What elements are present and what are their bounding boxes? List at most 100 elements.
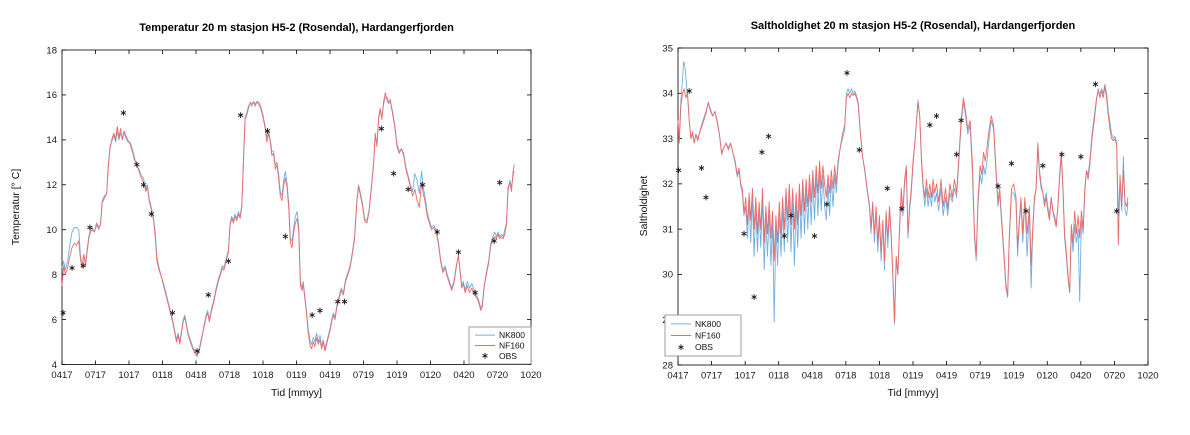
obs-markers bbox=[675, 70, 1120, 300]
y-tick-label: 6 bbox=[52, 315, 57, 326]
obs-marker bbox=[844, 70, 850, 76]
legend-label-OBS: OBS bbox=[695, 342, 713, 352]
obs-marker bbox=[1092, 81, 1099, 88]
obs-marker bbox=[491, 238, 497, 244]
y-tick-label: 16 bbox=[46, 90, 57, 101]
salinity-plot-area: 0417 0717 1017 0118 0418 0718 1018 0119 0419 0719… bbox=[662, 43, 1158, 381]
x-tick-label: 1018 bbox=[869, 371, 890, 382]
obs-marker bbox=[1078, 153, 1084, 160]
x-tick-label: 0718 bbox=[835, 371, 856, 382]
obs-marker bbox=[1008, 160, 1015, 167]
x-tick-label: 0418 bbox=[802, 371, 823, 382]
y-axis: 4 6 8 10 12 14 16 18 bbox=[46, 45, 531, 371]
obs-marker bbox=[335, 298, 341, 305]
legend-label-NK800: NK800 bbox=[499, 330, 525, 340]
chart-title: Temperatur 20 m stasjon H5-2 (Rosendal),… bbox=[139, 22, 454, 34]
y-tick-label: 10 bbox=[46, 225, 57, 236]
x-tick-label: 0417 bbox=[51, 370, 72, 381]
obs-marker bbox=[169, 309, 176, 316]
obs-marker bbox=[765, 133, 772, 140]
obs-marker bbox=[675, 167, 682, 174]
legend-label-NF160: NF160 bbox=[499, 341, 525, 351]
obs-marker bbox=[927, 122, 933, 128]
legend-label-OBS: OBS bbox=[499, 351, 517, 361]
series-NK800 bbox=[61, 96, 515, 358]
obs-marker bbox=[194, 348, 200, 354]
obs-marker bbox=[455, 249, 462, 256]
obs-marker bbox=[811, 233, 818, 239]
obs-marker bbox=[703, 194, 709, 201]
obs-marker bbox=[698, 165, 705, 171]
y-tick-label: 30 bbox=[662, 270, 673, 281]
temperature-chart: 0417 0717 1017 0118 0418 0718 1018 0119 0419 0719… bbox=[10, 22, 542, 399]
x-tick-label: 0720 bbox=[487, 370, 508, 381]
obs-marker bbox=[69, 265, 75, 271]
obs-marker bbox=[434, 229, 440, 235]
obs-marker bbox=[741, 230, 747, 237]
series-NK800 bbox=[677, 61, 1129, 325]
obs-marker bbox=[899, 205, 905, 212]
obs-marker bbox=[87, 224, 93, 231]
legend-marker-OBS bbox=[482, 352, 488, 359]
x-tick-label: 0420 bbox=[453, 370, 474, 381]
x-tick-label: 1020 bbox=[1137, 371, 1158, 382]
x-tick-label: 1018 bbox=[252, 370, 273, 381]
obs-marker bbox=[856, 146, 863, 153]
obs-marker bbox=[134, 161, 140, 168]
obs-marker bbox=[497, 179, 503, 186]
obs-marker bbox=[958, 117, 964, 124]
obs-marker bbox=[1040, 162, 1046, 169]
obs-marker bbox=[264, 127, 271, 134]
x-tick-label: 0420 bbox=[1070, 371, 1091, 382]
x-tick-label: 0417 bbox=[667, 371, 688, 382]
obs-marker bbox=[317, 307, 323, 314]
obs-marker bbox=[225, 258, 232, 265]
x-tick-label: 1017 bbox=[118, 370, 139, 381]
obs-marker bbox=[788, 212, 794, 219]
x-axis: 0417 0717 1017 0118 0418 0718 1018 0119 0419 0719… bbox=[667, 48, 1159, 382]
x-tick-label: 1019 bbox=[386, 370, 407, 381]
x-tick-label: 0120 bbox=[1037, 371, 1058, 382]
y-tick-label: 12 bbox=[46, 180, 57, 191]
x-tick-label: 0118 bbox=[152, 370, 172, 381]
y-axis-label: Temperatur [° C] bbox=[10, 169, 22, 246]
x-tick-label: 0120 bbox=[420, 370, 441, 381]
obs-marker bbox=[472, 289, 478, 296]
y-tick-label: 14 bbox=[46, 135, 57, 146]
legend-label-NF160: NF160 bbox=[695, 331, 721, 341]
obs-marker bbox=[60, 309, 66, 316]
obs-marker bbox=[282, 233, 289, 240]
obs-marker bbox=[120, 110, 127, 116]
temperature-plot-area: 0417 0717 1017 0118 0418 0718 1018 0119 0419 0719… bbox=[46, 45, 541, 381]
obs-marker bbox=[824, 201, 830, 208]
x-axis-label: Tid [mmyy] bbox=[888, 387, 939, 399]
x-tick-label: 0419 bbox=[319, 370, 340, 381]
obs-marker bbox=[884, 185, 890, 192]
obs-marker bbox=[1113, 208, 1120, 214]
y-tick-label: 4 bbox=[52, 360, 57, 371]
obs-marker bbox=[1059, 151, 1065, 158]
obs-marker bbox=[759, 149, 765, 156]
obs-markers bbox=[60, 110, 503, 354]
y-tick-label: 32 bbox=[662, 179, 673, 190]
x-tick-label: 0718 bbox=[219, 370, 240, 381]
y-axis-label: Saltholdighet bbox=[638, 176, 650, 237]
x-tick-label: 0717 bbox=[85, 370, 106, 381]
x-tick-label: 0419 bbox=[936, 371, 957, 382]
x-tick-label: 1017 bbox=[735, 371, 756, 382]
obs-marker bbox=[390, 170, 397, 177]
series-NF160 bbox=[677, 86, 1129, 323]
y-tick-label: 31 bbox=[662, 224, 673, 235]
obs-marker bbox=[140, 181, 147, 188]
x-tick-label: 0118 bbox=[768, 371, 788, 382]
x-tick-label: 0717 bbox=[701, 371, 722, 382]
obs-marker bbox=[237, 112, 244, 119]
y-tick-label: 18 bbox=[46, 45, 57, 56]
x-tick-label: 1019 bbox=[1003, 371, 1024, 382]
y-tick-label: 33 bbox=[662, 134, 673, 145]
legend-marker-OBS bbox=[678, 344, 684, 351]
x-tick-label: 0119 bbox=[286, 370, 306, 381]
x-tick-label: 1020 bbox=[520, 370, 541, 381]
